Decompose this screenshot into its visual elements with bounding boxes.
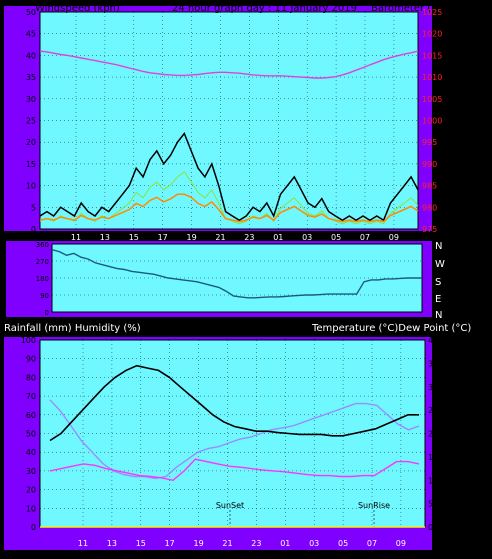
temp-y-tick: 25 [428,406,438,415]
temp-x-tick: 19 [194,539,204,548]
temp-x-tick: 11 [78,539,88,548]
wind-y-tick: 35 [26,73,36,82]
temp-x-tick: 05 [338,539,348,548]
humidity-y-tick: 30 [26,467,36,476]
temp-y-tick: 15 [428,453,438,462]
pressure-y-tick: 995 [422,138,437,147]
temp-x-tick: 15 [136,539,146,548]
dir-y-tick: 90 [40,292,49,300]
wind-y-tick: 0 [31,225,36,234]
pressure-y-tick: 1025 [422,8,442,17]
temp-y-tick: 35 [428,359,438,368]
wind-x-tick: 15 [129,233,139,242]
wind-x-tick: 21 [215,233,225,242]
temp-y-tick: 5 [428,500,433,509]
temp-y-tick: 40 [428,336,438,345]
sunset-marker-label: SunSet [216,501,244,510]
wind-y-tick: 10 [26,182,36,191]
pressure-y-tick: 1010 [422,73,442,82]
sunrise-marker-label: SunRise [358,501,390,510]
dir-y-tick: 360 [36,241,49,249]
temp-x-tick: 01 [280,539,290,548]
pressure-y-tick: 1020 [422,30,442,39]
humidity-y-tick: 100 [21,336,36,345]
temp-y-tick: 0 [428,523,433,532]
wind-y-tick: 30 [26,95,36,104]
wind-y-tick: 25 [26,117,36,126]
humidity-y-tick: 0 [31,523,36,532]
wind-y-tick: 50 [26,8,36,17]
humidity-y-tick: 50 [26,430,36,439]
wind-x-tick: 11 [71,233,81,242]
wind-y-tick: 40 [26,51,36,60]
wind-x-tick: 13 [100,233,110,242]
temp-x-tick: 03 [309,539,319,548]
dir-w: W [435,259,445,270]
pressure-y-tick: 1015 [422,51,442,60]
dir-e: E [435,294,441,305]
humidity-y-tick: 60 [26,411,36,420]
pressure-y-tick: 990 [422,160,437,169]
wind-x-tick: 17 [158,233,168,242]
dir-y-tick: 180 [36,275,49,283]
wind-x-tick: 07 [360,233,370,242]
humidity-y-tick: 10 [26,504,36,513]
wind-x-tick: 09 [389,233,399,242]
temp-x-tick: 23 [251,539,261,548]
humidity-y-tick: 80 [26,373,36,382]
dewpoint-line [49,458,420,482]
humidity-y-tick: 20 [26,486,36,495]
temp-dew-label: Temperature (°C)Dew Point (°C) [311,323,471,334]
pressure-y-tick: 1000 [422,117,442,126]
wind-x-tick: 23 [244,233,254,242]
wind-y-tick: 5 [31,203,36,212]
windspeed-line [39,132,419,222]
average-wind-line [39,193,419,223]
rain-humidity-label: Rainfall (mm) Humidity (%) [4,323,141,334]
dir-n-bottom: N [435,310,442,321]
wind-y-tick: 45 [26,30,36,39]
dir-n-top: N [435,241,442,252]
wind-x-tick: 05 [331,233,341,242]
pressure-line [39,50,419,79]
wind-y-tick: 20 [26,138,36,147]
wind-x-tick: 03 [302,233,312,242]
temp-x-tick: 21 [222,539,232,548]
direction-layer: 0 90 180 270 360 [36,241,422,317]
temp-x-tick: 07 [367,539,377,548]
dir-y-tick: 0 [45,309,49,317]
humidity-y-tick: 70 [26,392,36,401]
pressure-y-tick: 985 [422,182,437,191]
wind-layer: 0510152025303540455097598098599099510001… [26,8,443,242]
pressure-y-tick: 1005 [422,95,442,104]
temperature-line [49,364,419,442]
humidity-y-tick: 40 [26,448,36,457]
wind-y-tick: 15 [26,160,36,169]
direction-line [51,249,422,299]
temp-x-tick: 13 [107,539,117,548]
pressure-y-tick: 980 [422,203,437,212]
dir-y-tick: 270 [36,258,49,266]
barometer-label: Barometer (hpa) [371,3,454,14]
windspeed-label: Windspeed (kph) [35,3,120,14]
wind-x-tick: 01 [273,233,283,242]
pressure-y-tick: 975 [422,225,437,234]
graph-title: 24 hour graph day : 11 January 2019 [172,3,357,14]
wind-plot-area [39,11,419,230]
temp-layer: 0102030405060708090100051015202530354011… [21,336,438,548]
temp-y-tick: 30 [428,383,438,392]
temp-x-tick: 09 [396,539,406,548]
temp-x-tick: 17 [165,539,175,548]
humidity-y-tick: 90 [26,355,36,364]
wind-x-tick: 19 [187,233,197,242]
dir-s: S [435,277,441,288]
temp-y-tick: 20 [428,430,438,439]
temp-y-tick: 10 [428,476,438,485]
